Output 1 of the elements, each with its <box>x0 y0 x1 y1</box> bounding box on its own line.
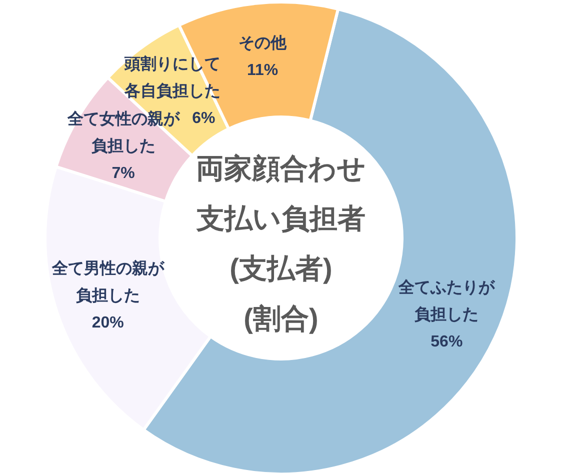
title: 両家顔合わせ支払い負担者(支払者)(割合) <box>196 152 366 334</box>
